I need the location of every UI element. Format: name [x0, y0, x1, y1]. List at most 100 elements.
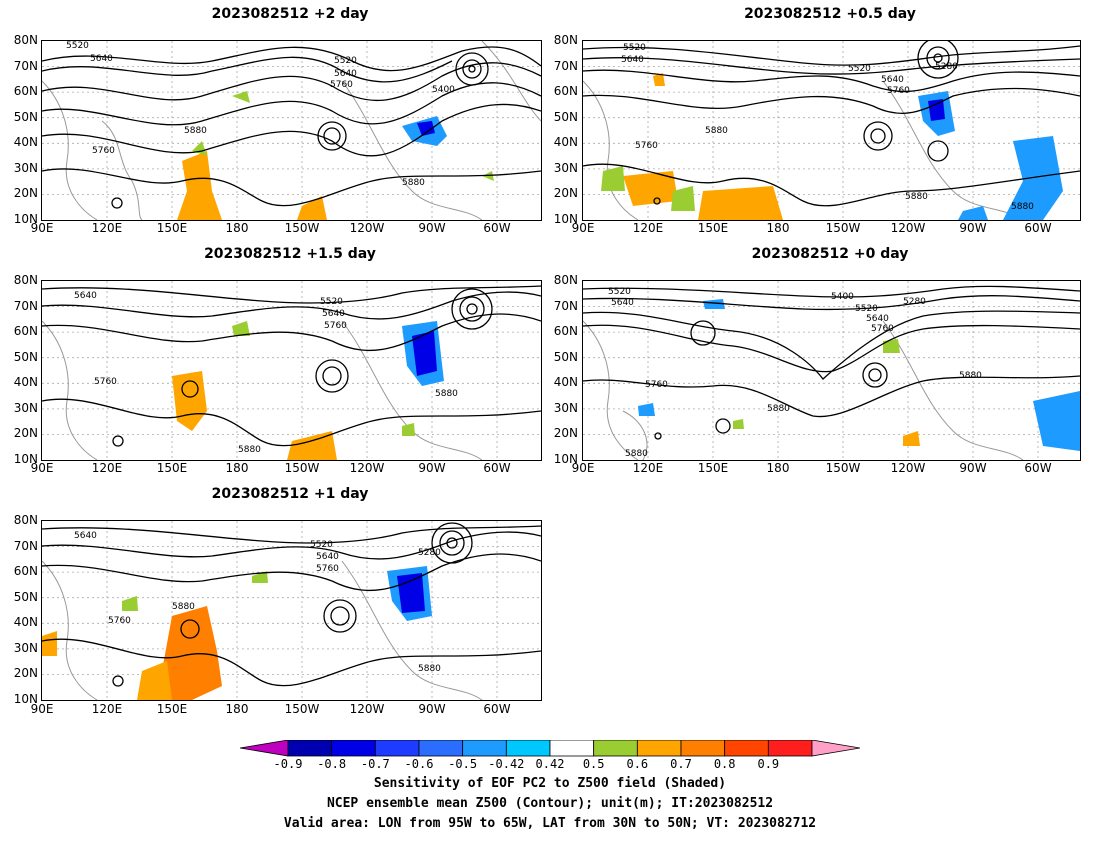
lon-tick: 150E	[156, 702, 188, 716]
contour-label: 5640	[611, 298, 634, 308]
colorbar-tick-label: 0.42	[535, 757, 565, 771]
lon-tick: 120E	[632, 221, 664, 235]
lat-tick: 50N	[553, 110, 578, 124]
contour-label: 5400	[831, 292, 854, 302]
lon-tick: 150W	[825, 221, 861, 235]
contour-label: 5760	[316, 564, 339, 574]
colorbar-swatch	[593, 740, 638, 757]
colorbar-tick-label: -0.42	[488, 757, 525, 771]
contour-label: 5880	[184, 126, 207, 136]
lat-tick: 80N	[553, 33, 578, 47]
lat-tick: 50N	[13, 350, 38, 364]
lon-tick: 150E	[697, 461, 729, 475]
lat-tick: 10N	[553, 452, 578, 466]
contour-label: 5880	[905, 192, 928, 202]
lat-tick: 60N	[13, 324, 38, 338]
lat-tick: 80N	[13, 273, 38, 287]
lat-tick: 40N	[13, 615, 38, 629]
colorbar-swatch	[505, 740, 551, 757]
lon-tick: 60W	[483, 702, 511, 716]
lat-tick: 80N	[13, 33, 38, 47]
contour-label: 5760	[92, 146, 115, 156]
lat-tick: 80N	[553, 273, 578, 287]
contour-label: 5760	[635, 141, 658, 151]
contour-label: 5520	[334, 56, 357, 66]
lon-tick: 90E	[30, 702, 54, 716]
contour-label: 5400	[432, 85, 455, 95]
lat-tick: 70N	[13, 539, 38, 553]
contour-label: 5640	[74, 531, 97, 541]
lon-tick: 90W	[418, 221, 446, 235]
lat-tick: 30N	[13, 401, 38, 415]
lon-tick: 150W	[284, 221, 320, 235]
contour-label: 5880	[1011, 202, 1034, 212]
contour-label: 5760	[324, 321, 347, 331]
lat-tick: 80N	[13, 513, 38, 527]
lon-tick: 120W	[890, 221, 926, 235]
lon-tick: 150E	[697, 221, 729, 235]
lon-tick: 150E	[156, 221, 188, 235]
contour-label: 5520	[320, 297, 343, 307]
contour-label: 5880	[172, 602, 195, 612]
colorbar-swatch	[240, 740, 289, 757]
lat-tick: 20N	[553, 186, 578, 200]
lon-tick: 120W	[349, 461, 385, 475]
map-plot: 5520 5640 5400 5280 5520 5640 5760 5760 …	[582, 280, 1081, 461]
contour-label: 5880	[238, 445, 261, 455]
lat-tick: 70N	[13, 299, 38, 313]
lat-tick: 50N	[553, 350, 578, 364]
contour-label: 5520	[608, 287, 631, 297]
lon-tick: 90E	[30, 221, 54, 235]
lat-tick: 30N	[13, 161, 38, 175]
lon-tick: 60W	[1024, 221, 1052, 235]
contour-label: 5520	[623, 43, 646, 53]
colorbar	[240, 740, 860, 757]
colorbar-swatch	[636, 740, 682, 757]
lat-tick: 20N	[13, 666, 38, 680]
lat-tick: 10N	[553, 212, 578, 226]
colorbar-tick-label: -0.9	[273, 757, 303, 771]
lon-tick: 180	[766, 461, 790, 475]
map-plot: 5640 5520 5640 5760 5760 5880 5880	[41, 280, 542, 461]
lon-tick: 90W	[418, 461, 446, 475]
lon-tick: 90E	[30, 461, 54, 475]
caption-line-2: NCEP ensemble mean Z500 (Contour); unit(…	[326, 796, 774, 811]
lon-tick: 180	[766, 221, 790, 235]
lat-tick: 50N	[13, 590, 38, 604]
colorbar-swatch	[724, 740, 769, 757]
lon-tick: 120W	[349, 702, 385, 716]
lat-tick: 60N	[13, 84, 38, 98]
lon-tick: 90W	[418, 702, 446, 716]
lon-tick: 90W	[959, 461, 987, 475]
contour-map: 5520 5640 5400 5280 5520 5640 5760 5760 …	[583, 281, 1080, 460]
colorbar-tick-label: 0.9	[757, 757, 780, 771]
colorbar-tick-label: -0.6	[404, 757, 434, 771]
lon-tick: 60W	[1024, 461, 1052, 475]
lon-tick: 120E	[91, 702, 123, 716]
lon-tick: 60W	[483, 461, 511, 475]
colorbar-tick-label: -0.5	[448, 757, 478, 771]
colorbar-swatch	[680, 740, 726, 757]
lat-tick: 70N	[553, 59, 578, 73]
contour-map: 5520 5640 5520 5640 5760 5400 5880 5760 …	[42, 41, 541, 220]
colorbar-tick-label: 0.5	[582, 757, 605, 771]
contour-label: 5880	[402, 178, 425, 188]
lon-tick: 150W	[825, 461, 861, 475]
lat-tick: 50N	[13, 110, 38, 124]
lat-tick: 30N	[553, 401, 578, 415]
contour-label: 5880	[705, 126, 728, 136]
lat-tick: 30N	[553, 161, 578, 175]
contour-label: 5760	[871, 324, 894, 334]
contour-label: 5760	[108, 616, 131, 626]
contour-label: 5280	[903, 297, 926, 307]
contour-map: 5520 5640 5280 5520 5640 5760 5880 5760 …	[583, 41, 1080, 220]
contour-label: 5640	[74, 291, 97, 301]
caption-line-1: Sensitivity of EOF PC2 to Z500 field (Sh…	[373, 776, 727, 791]
contour-label: 5760	[94, 377, 117, 387]
panel-title: 2023082512 +0.5 day	[744, 6, 916, 22]
contour-label: 5280	[935, 62, 958, 72]
panel-title: 2023082512 +0 day	[751, 246, 909, 262]
lat-tick: 30N	[13, 641, 38, 655]
contour-label: 5640	[866, 314, 889, 324]
contour-label: 5520	[855, 304, 878, 314]
